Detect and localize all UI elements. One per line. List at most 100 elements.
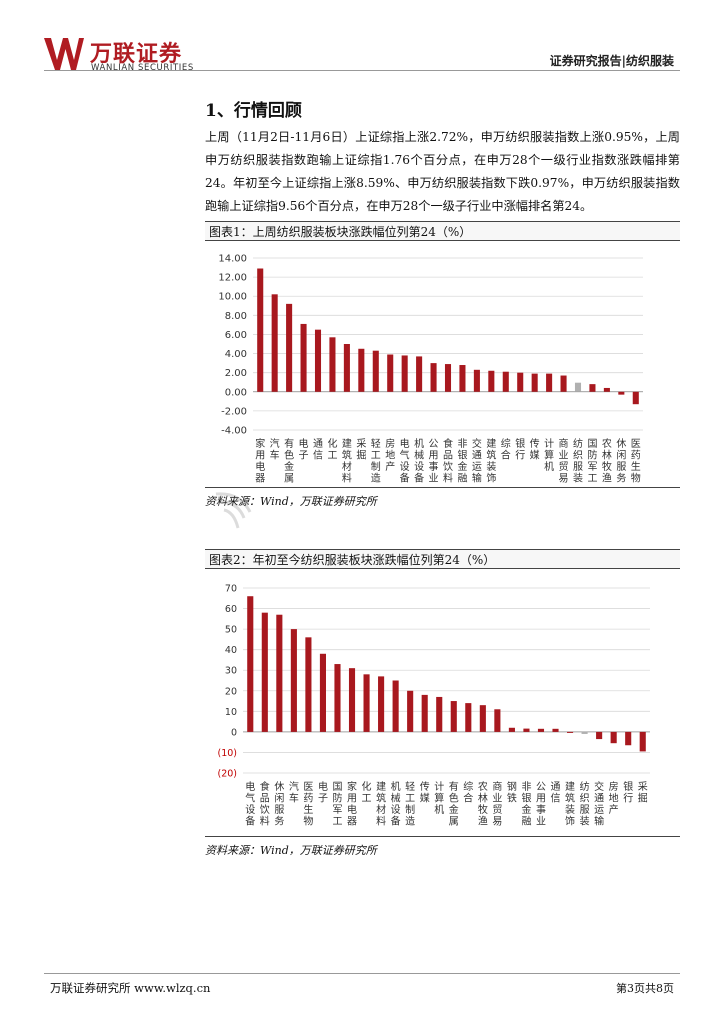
x-category-label: 传媒 — [420, 781, 430, 805]
x-category-label: 建筑材料 — [342, 437, 352, 485]
figure1-source: 资料来源：Wind，万联证券研究所 — [205, 487, 680, 509]
bar — [343, 344, 350, 392]
bar — [430, 363, 437, 392]
x-category-label: 非银金融 — [457, 438, 467, 485]
x-category-label: 机械设备 — [414, 437, 424, 485]
x-category-label: 通信 — [551, 781, 561, 805]
logo-text-en: WANLIAN SECURITIES — [91, 63, 194, 73]
bar — [517, 372, 524, 392]
bar — [392, 680, 399, 732]
x-category-label: 综合 — [463, 780, 473, 805]
bar — [494, 709, 501, 732]
bar — [378, 676, 385, 732]
y-tick-label: 6.00 — [225, 330, 247, 341]
figure1-title: 图表1：上周纺织服装板块涨跌幅位列第24（%） — [205, 221, 680, 241]
bar — [416, 356, 423, 392]
x-category-label: 电子 — [318, 780, 328, 805]
x-category-label: 银行 — [515, 437, 525, 462]
y-tick-label: 10 — [225, 707, 237, 718]
bar — [421, 694, 428, 732]
x-category-label: 钢铁 — [507, 780, 517, 805]
bar — [560, 375, 567, 392]
x-category-label: 家用电器 — [255, 437, 265, 485]
x-category-label: 有色金属 — [284, 437, 294, 485]
x-category-label: 国防军工 — [587, 438, 597, 485]
bar — [257, 268, 264, 392]
y-tick-label: 40 — [225, 645, 237, 656]
bar — [348, 668, 356, 732]
x-category-label: 公用事业 — [536, 782, 546, 828]
x-category-label: 化工 — [362, 780, 372, 805]
watermark-icon — [215, 492, 252, 529]
x-category-label: 国防军工 — [332, 781, 342, 828]
x-category-label: 房地产 — [385, 437, 395, 473]
x-category-label: 采掘 — [638, 781, 648, 805]
company-logo: 万联证券 WANLIAN SECURITIES — [44, 36, 244, 73]
bar — [488, 370, 495, 392]
y-tick-label: -4.00 — [221, 426, 247, 437]
bar — [271, 294, 278, 392]
bar — [531, 373, 538, 392]
y-tick-label: 60 — [225, 604, 237, 615]
logo-text-cn: 万联证券 — [90, 42, 183, 67]
x-category-label: 医药生物 — [631, 438, 641, 485]
y-tick-label: 12.00 — [218, 273, 247, 284]
x-category-label: 农林牧渔 — [602, 437, 612, 485]
bar — [537, 728, 545, 732]
bar — [372, 350, 379, 392]
y-tick-label: 50 — [225, 625, 237, 636]
bar — [290, 629, 297, 732]
y-tick-label: 14.00 — [218, 254, 247, 265]
x-category-label: 纺织服装 — [580, 780, 590, 828]
x-category-label: 非银金融 — [521, 781, 531, 828]
x-category-label: 休闲服务 — [274, 781, 284, 828]
x-category-label: 纺织服装 — [573, 437, 583, 485]
bar — [305, 637, 312, 732]
x-category-label: 家用电器 — [347, 780, 357, 828]
x-category-label: 轻工制造 — [405, 780, 415, 828]
section-title: 1、行情回顾 — [205, 101, 302, 121]
x-category-label: 电气设备 — [400, 437, 410, 485]
bar — [387, 354, 394, 392]
x-category-label: 休闲服务 — [616, 438, 626, 485]
bar — [450, 701, 457, 732]
bar — [459, 365, 466, 392]
y-tick-label: 10.00 — [218, 292, 247, 303]
x-category-label: 有色金属 — [449, 780, 459, 828]
y-tick-label: -2.00 — [221, 406, 247, 417]
bar — [508, 727, 515, 732]
bar — [502, 371, 509, 392]
chart2-ytd-change: 70 60 50 40 30 20 10 0 (10) (20) 电气设备食品饮料休闲服务汽车医药生… — [217, 584, 650, 828]
y-tick-label: 4.00 — [225, 349, 247, 360]
x-category-label: 汽车 — [289, 780, 299, 805]
x-category-label: 综合 — [501, 437, 511, 462]
bar — [247, 596, 254, 732]
x-category-label: 电子 — [299, 437, 309, 462]
footer-website: 万联证券研究所 www.wlzq.cn — [50, 981, 211, 995]
x-category-label: 银行 — [623, 780, 633, 805]
bar — [523, 728, 530, 732]
bar — [574, 382, 582, 392]
bar — [363, 674, 370, 732]
figure2-title: 图表2：年初至今纺织服装板块涨跌幅位列第24（%） — [205, 549, 680, 569]
y-tick-label: 0 — [231, 727, 237, 738]
bar — [436, 696, 443, 732]
y-tick-label: 30 — [225, 666, 237, 677]
bar — [610, 731, 617, 744]
bar — [589, 384, 596, 392]
bar — [319, 653, 326, 732]
bar — [329, 337, 336, 392]
bar — [473, 369, 480, 392]
bar — [639, 731, 646, 752]
bar — [581, 731, 588, 734]
header-divider — [44, 70, 680, 71]
bar — [314, 329, 322, 392]
bar — [401, 355, 408, 392]
x-category-label: 医药生物 — [303, 781, 313, 828]
x-category-label: 公用事业 — [429, 439, 439, 485]
x-category-label: 通信 — [313, 438, 323, 462]
x-category-label: 汽车 — [270, 437, 280, 462]
bar — [358, 348, 365, 392]
x-category-label: 化工 — [327, 437, 337, 462]
x-category-label: 建筑材料 — [376, 780, 386, 828]
